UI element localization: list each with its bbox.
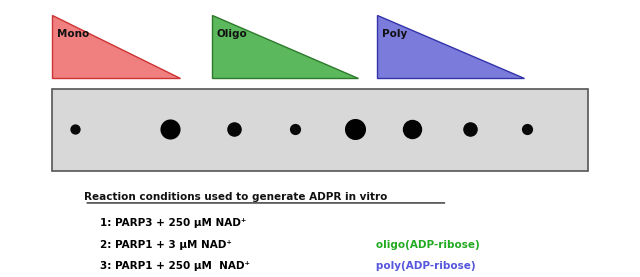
- Point: [465, 127, 475, 131]
- Text: Mono: Mono: [58, 29, 90, 39]
- Point: [350, 127, 360, 131]
- Text: Reaction conditions used to generate ADPR in vitro: Reaction conditions used to generate ADP…: [84, 192, 388, 202]
- Text: 2: PARP1 + 3 μM NAD⁺: 2: PARP1 + 3 μM NAD⁺: [100, 240, 232, 250]
- Point: [289, 127, 300, 131]
- Point: [522, 127, 532, 131]
- Polygon shape: [378, 15, 524, 78]
- Point: [229, 127, 239, 131]
- Text: Poly: Poly: [383, 29, 408, 39]
- Point: [407, 127, 417, 131]
- Text: poly(ADP-ribose): poly(ADP-ribose): [365, 261, 476, 271]
- Point: [70, 127, 80, 131]
- Polygon shape: [52, 15, 180, 78]
- Text: oligo(ADP-ribose): oligo(ADP-ribose): [365, 240, 479, 250]
- Text: 1: PARP3 + 250 μM NAD⁺: 1: PARP3 + 250 μM NAD⁺: [100, 218, 246, 228]
- FancyBboxPatch shape: [52, 89, 588, 171]
- Text: Oligo: Oligo: [217, 29, 248, 39]
- Polygon shape: [212, 15, 358, 78]
- Point: [165, 127, 175, 131]
- Text: 3: PARP1 + 250 μM  NAD⁺: 3: PARP1 + 250 μM NAD⁺: [100, 261, 250, 271]
